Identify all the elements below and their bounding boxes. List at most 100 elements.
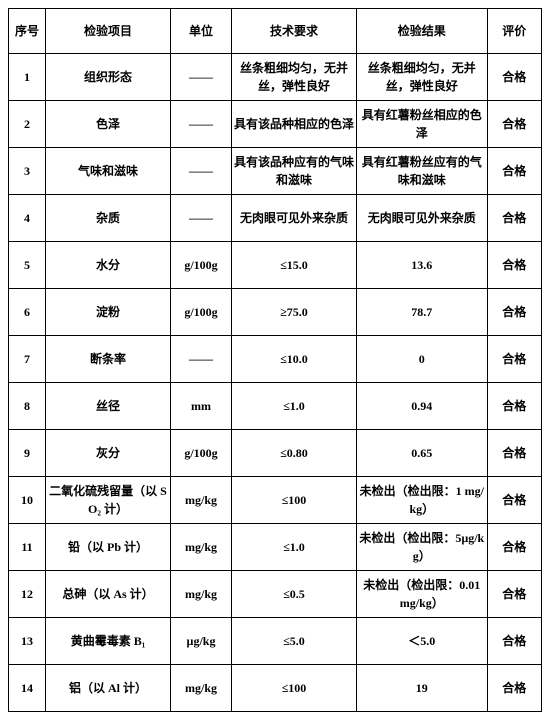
cell-unit: —— bbox=[171, 195, 232, 242]
table-row: 3气味和滋味——具有该品种应有的气味和滋味具有红薯粉丝应有的气味和滋味合格 bbox=[9, 148, 542, 195]
cell-item: 组织形态 bbox=[45, 54, 170, 101]
table-row: 13黄曲霉毒素 B₁µg/kg≤5.0＜5.0合格 bbox=[9, 618, 542, 665]
cell-req: 丝条粗细均匀，无并丝，弹性良好 bbox=[231, 54, 356, 101]
cell-result: 未检出（检出限：0.01 mg/kg） bbox=[357, 571, 488, 618]
cell-item: 丝径 bbox=[45, 383, 170, 430]
cell-req: ≤100 bbox=[231, 665, 356, 712]
cell-req: ≤10.0 bbox=[231, 336, 356, 383]
cell-idx: 11 bbox=[9, 524, 46, 571]
cell-unit: µg/kg bbox=[171, 618, 232, 665]
cell-eval: 合格 bbox=[487, 524, 541, 571]
cell-unit: —— bbox=[171, 54, 232, 101]
cell-req: ≤0.80 bbox=[231, 430, 356, 477]
cell-result: 0 bbox=[357, 336, 488, 383]
cell-item: 气味和滋味 bbox=[45, 148, 170, 195]
table-header-row: 序号 检验项目 单位 技术要求 检验结果 评价 bbox=[9, 9, 542, 54]
cell-eval: 合格 bbox=[487, 289, 541, 336]
table-row: 2色泽——具有该品种相应的色泽具有红薯粉丝相应的色泽合格 bbox=[9, 101, 542, 148]
cell-req: 具有该品种相应的色泽 bbox=[231, 101, 356, 148]
cell-eval: 合格 bbox=[487, 665, 541, 712]
cell-result: 13.6 bbox=[357, 242, 488, 289]
cell-unit: mg/kg bbox=[171, 477, 232, 524]
table-row: 14铝（以 Al 计）mg/kg≤10019合格 bbox=[9, 665, 542, 712]
cell-result: 19 bbox=[357, 665, 488, 712]
table-body: 1组织形态——丝条粗细均匀，无并丝，弹性良好丝条粗细均匀，无并丝，弹性良好合格2… bbox=[9, 54, 542, 712]
cell-idx: 1 bbox=[9, 54, 46, 101]
table-row: 8丝径mm≤1.00.94合格 bbox=[9, 383, 542, 430]
cell-unit: —— bbox=[171, 336, 232, 383]
cell-result: ＜5.0 bbox=[357, 618, 488, 665]
cell-unit: —— bbox=[171, 101, 232, 148]
cell-eval: 合格 bbox=[487, 336, 541, 383]
cell-idx: 7 bbox=[9, 336, 46, 383]
cell-result: 未检出（检出限：1 mg/kg） bbox=[357, 477, 488, 524]
cell-eval: 合格 bbox=[487, 477, 541, 524]
cell-eval: 合格 bbox=[487, 101, 541, 148]
cell-idx: 5 bbox=[9, 242, 46, 289]
cell-result: 未检出（检出限：5µg/kg） bbox=[357, 524, 488, 571]
cell-idx: 13 bbox=[9, 618, 46, 665]
cell-idx: 14 bbox=[9, 665, 46, 712]
table-row: 7断条率——≤10.00合格 bbox=[9, 336, 542, 383]
header-unit: 单位 bbox=[171, 9, 232, 54]
cell-unit: mg/kg bbox=[171, 665, 232, 712]
table-row: 10二氧化硫残留量（以 SO₂ 计）mg/kg≤100未检出（检出限：1 mg/… bbox=[9, 477, 542, 524]
cell-eval: 合格 bbox=[487, 383, 541, 430]
cell-result: 0.94 bbox=[357, 383, 488, 430]
cell-item: 灰分 bbox=[45, 430, 170, 477]
cell-result: 具有红薯粉丝相应的色泽 bbox=[357, 101, 488, 148]
cell-item: 水分 bbox=[45, 242, 170, 289]
cell-idx: 10 bbox=[9, 477, 46, 524]
cell-eval: 合格 bbox=[487, 242, 541, 289]
cell-item: 黄曲霉毒素 B₁ bbox=[45, 618, 170, 665]
cell-result: 0.65 bbox=[357, 430, 488, 477]
cell-result: 78.7 bbox=[357, 289, 488, 336]
cell-unit: mg/kg bbox=[171, 571, 232, 618]
header-item: 检验项目 bbox=[45, 9, 170, 54]
cell-result: 具有红薯粉丝应有的气味和滋味 bbox=[357, 148, 488, 195]
table-row: 1组织形态——丝条粗细均匀，无并丝，弹性良好丝条粗细均匀，无并丝，弹性良好合格 bbox=[9, 54, 542, 101]
cell-result: 丝条粗细均匀，无并丝，弹性良好 bbox=[357, 54, 488, 101]
cell-result: 无肉眼可见外来杂质 bbox=[357, 195, 488, 242]
cell-item: 色泽 bbox=[45, 101, 170, 148]
cell-req: ≤0.5 bbox=[231, 571, 356, 618]
cell-unit: g/100g bbox=[171, 242, 232, 289]
cell-idx: 2 bbox=[9, 101, 46, 148]
cell-eval: 合格 bbox=[487, 54, 541, 101]
cell-idx: 9 bbox=[9, 430, 46, 477]
table-row: 6淀粉g/100g≥75.078.7合格 bbox=[9, 289, 542, 336]
cell-unit: g/100g bbox=[171, 430, 232, 477]
cell-item: 铅（以 Pb 计） bbox=[45, 524, 170, 571]
cell-unit: mg/kg bbox=[171, 524, 232, 571]
cell-req: ≤1.0 bbox=[231, 524, 356, 571]
cell-item: 断条率 bbox=[45, 336, 170, 383]
cell-item: 总砷（以 As 计） bbox=[45, 571, 170, 618]
header-req: 技术要求 bbox=[231, 9, 356, 54]
cell-eval: 合格 bbox=[487, 430, 541, 477]
table-row: 9灰分g/100g≤0.800.65合格 bbox=[9, 430, 542, 477]
cell-idx: 3 bbox=[9, 148, 46, 195]
inspection-report-table: 序号 检验项目 单位 技术要求 检验结果 评价 1组织形态——丝条粗细均匀，无并… bbox=[8, 8, 542, 712]
cell-unit: —— bbox=[171, 148, 232, 195]
cell-eval: 合格 bbox=[487, 148, 541, 195]
header-idx: 序号 bbox=[9, 9, 46, 54]
cell-idx: 12 bbox=[9, 571, 46, 618]
cell-req: 具有该品种应有的气味和滋味 bbox=[231, 148, 356, 195]
cell-item: 二氧化硫残留量（以 SO₂ 计） bbox=[45, 477, 170, 524]
cell-req: ≤100 bbox=[231, 477, 356, 524]
cell-idx: 6 bbox=[9, 289, 46, 336]
cell-item: 淀粉 bbox=[45, 289, 170, 336]
header-eval: 评价 bbox=[487, 9, 541, 54]
cell-req: ≤1.0 bbox=[231, 383, 356, 430]
cell-eval: 合格 bbox=[487, 195, 541, 242]
cell-unit: g/100g bbox=[171, 289, 232, 336]
cell-eval: 合格 bbox=[487, 571, 541, 618]
table-row: 12总砷（以 As 计）mg/kg≤0.5未检出（检出限：0.01 mg/kg）… bbox=[9, 571, 542, 618]
table-row: 11铅（以 Pb 计）mg/kg≤1.0未检出（检出限：5µg/kg）合格 bbox=[9, 524, 542, 571]
header-result: 检验结果 bbox=[357, 9, 488, 54]
cell-item: 杂质 bbox=[45, 195, 170, 242]
cell-idx: 8 bbox=[9, 383, 46, 430]
cell-req: ≥75.0 bbox=[231, 289, 356, 336]
cell-req: ≤5.0 bbox=[231, 618, 356, 665]
cell-req: 无肉眼可见外来杂质 bbox=[231, 195, 356, 242]
